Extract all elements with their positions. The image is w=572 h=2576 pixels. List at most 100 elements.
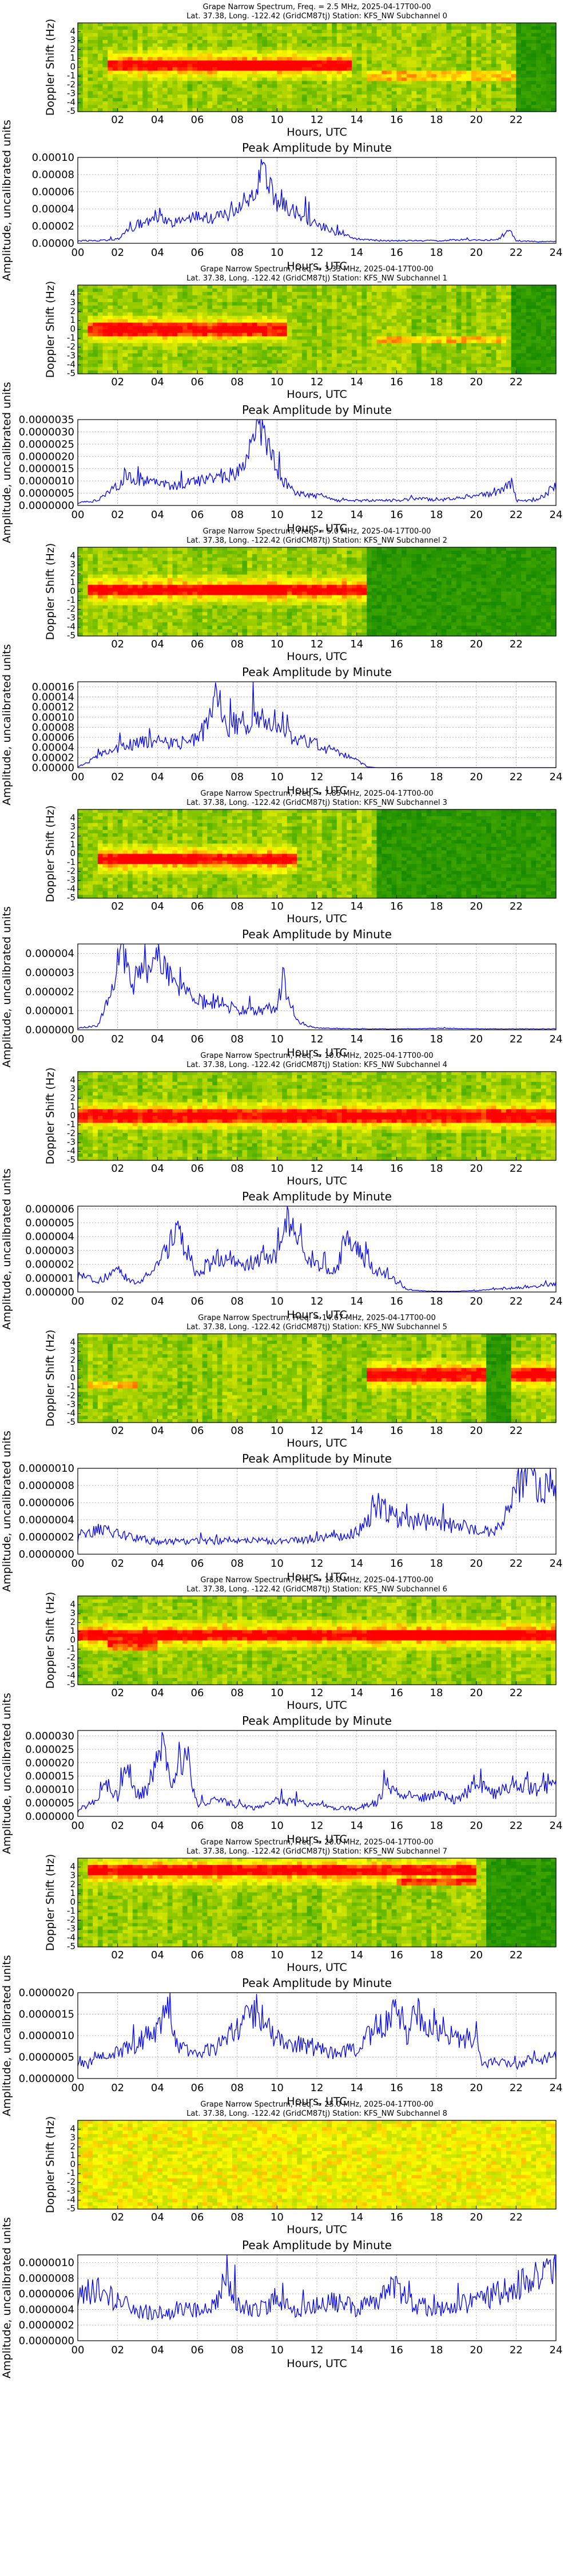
heatmap-cell	[531, 285, 537, 289]
heatmap-cell	[541, 33, 547, 37]
y-tick-label: 0.00002	[32, 220, 74, 232]
heatmap-cell	[347, 64, 352, 68]
heatmap-cell	[356, 309, 362, 313]
heatmap-cell	[441, 64, 447, 68]
heatmap-cell	[197, 53, 203, 58]
heatmap-cell	[336, 339, 343, 343]
heatmap-cell	[376, 26, 382, 30]
heatmap-cell	[466, 70, 472, 75]
heatmap-cell	[142, 91, 148, 95]
heatmap-cell	[351, 94, 357, 98]
heatmap-cell	[531, 53, 537, 58]
heatmap-cell	[356, 364, 362, 368]
heatmap-cell	[402, 23, 407, 27]
heatmap-cell	[521, 108, 527, 112]
heatmap-cell	[481, 64, 487, 68]
heatmap-cell	[152, 43, 158, 48]
heatmap-cell	[486, 339, 492, 343]
heatmap-cell	[242, 23, 248, 27]
heatmap-cell	[411, 23, 417, 27]
heatmap-cell	[227, 81, 233, 85]
heatmap-cell	[247, 57, 253, 61]
heatmap-cell	[341, 322, 347, 327]
heatmap-cell	[362, 91, 367, 95]
heatmap-cell	[187, 39, 193, 44]
heatmap-cell	[382, 343, 387, 347]
heatmap-cell	[227, 339, 233, 343]
heatmap-cell	[272, 53, 277, 58]
heatmap-cell	[341, 285, 347, 289]
heatmap-cell	[262, 288, 268, 293]
heatmap-cell	[466, 105, 472, 109]
heatmap-cell	[371, 333, 378, 337]
heatmap-cell	[446, 353, 452, 357]
heatmap-cell	[501, 360, 507, 364]
heatmap-cell	[152, 23, 158, 27]
heatmap-cell	[526, 367, 532, 371]
heatmap-cell	[376, 322, 382, 327]
heatmap-cell	[516, 336, 522, 340]
heatmap-cell	[122, 322, 128, 327]
heatmap-cell	[466, 88, 472, 92]
heatmap-cell	[402, 285, 407, 289]
heatmap-cell	[112, 39, 118, 44]
heatmap-cell	[232, 81, 238, 85]
heatmap-cell	[82, 288, 89, 293]
heatmap-cell	[411, 319, 417, 323]
heatmap-cell	[551, 26, 557, 30]
heatmap-cell	[232, 367, 238, 371]
y-tick-label: -3	[67, 88, 76, 98]
heatmap-cell	[197, 77, 203, 81]
heatmap-cell	[222, 105, 228, 109]
heatmap-cell	[411, 26, 417, 30]
heatmap-cell	[227, 29, 233, 34]
heatmap-cell	[237, 26, 243, 30]
heatmap-cell	[272, 298, 277, 303]
heatmap-cell	[128, 291, 133, 296]
heatmap-cell	[336, 319, 343, 323]
heatmap-cell	[386, 64, 392, 68]
heatmap-cell	[102, 29, 108, 34]
heatmap-cell	[292, 46, 297, 51]
heatmap-cell	[521, 98, 527, 102]
heatmap-cell	[336, 346, 343, 350]
heatmap-cell	[232, 319, 238, 323]
heatmap-cell	[297, 26, 303, 30]
heatmap-cell	[222, 108, 228, 112]
heatmap-cell	[336, 305, 343, 310]
heatmap-cell	[272, 26, 277, 30]
heatmap-cell	[102, 364, 108, 368]
heatmap-cell	[501, 77, 507, 81]
heatmap-cell	[202, 29, 208, 34]
heatmap-cell	[78, 39, 84, 44]
heatmap-cell	[147, 309, 153, 313]
heatmap-cell	[112, 288, 118, 293]
heatmap-cell	[97, 329, 104, 334]
heatmap-cell	[551, 70, 557, 75]
heatmap-cell	[128, 357, 133, 361]
heatmap-cell	[526, 315, 532, 320]
heatmap-cell	[147, 33, 153, 37]
heatmap-cell	[367, 343, 372, 347]
heatmap-cell	[301, 367, 308, 371]
heatmap-cell	[446, 64, 452, 68]
y-tick-label: 2	[70, 44, 76, 54]
heatmap-cell	[162, 50, 168, 54]
heatmap-cell	[267, 67, 273, 72]
heatmap-cell	[152, 67, 158, 72]
heatmap-cell	[187, 315, 193, 320]
heatmap-cell	[78, 105, 84, 109]
heatmap-cell	[341, 315, 347, 320]
heatmap-cell	[272, 291, 277, 296]
heatmap-cell	[431, 353, 437, 357]
heatmap-cell	[336, 353, 343, 357]
heatmap-cell	[252, 88, 258, 92]
heatmap-cell	[157, 67, 163, 72]
heatmap-cell	[451, 319, 457, 323]
heatmap-cell	[197, 353, 203, 357]
heatmap-cell	[102, 357, 108, 361]
heatmap-cell	[402, 360, 407, 364]
heatmap-cell	[128, 33, 133, 37]
heatmap-cell	[421, 70, 427, 75]
heatmap-cell	[371, 360, 378, 364]
